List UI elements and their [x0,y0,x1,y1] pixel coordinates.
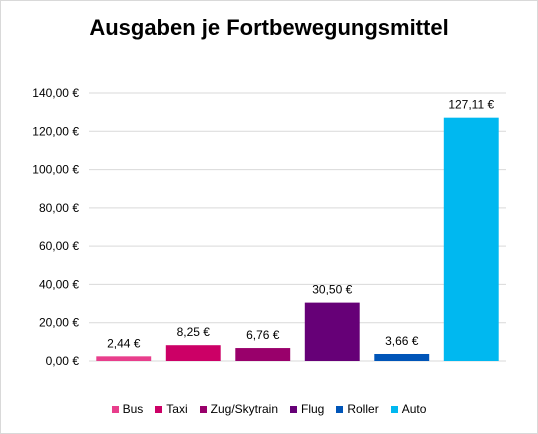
bar-roller [374,353,430,361]
chart-title: Ausgaben je Fortbewegungsmittel [89,15,449,40]
legend-item: Auto [390,402,427,416]
gridlines [89,92,506,362]
legend-item: Roller [336,402,379,416]
y-tick-label: 0,00 € [46,354,80,368]
legend-label: Auto [401,402,427,416]
legend-label: Roller [347,402,379,416]
legend: Bus Taxi Zug/Skytrain Flug Roller Auto [1,402,537,416]
legend-swatch [290,405,297,413]
y-tick-label: 120,00 € [32,124,79,138]
legend-item: Flug [290,402,324,416]
legend-item: Taxi [155,402,188,416]
legend-label: Taxi [166,402,188,416]
data-label: 30,50 € [312,283,352,297]
legend-label: Zug/Skytrain [210,402,278,416]
data-label: 2,44 € [107,336,141,350]
legend-label: Flug [301,402,325,416]
bar-bus [96,356,152,361]
y-tick-label: 140,00 € [32,86,79,100]
legend-item: Bus [111,402,144,416]
y-tick-label: 20,00 € [39,316,79,330]
legend-item: Zug/Skytrain [199,402,278,416]
y-tick-label: 80,00 € [39,201,79,215]
bars [96,117,499,361]
legend-swatch [199,405,207,413]
data-labels: 2,44 € 8,25 € 6,76 € 30,50 € 3,66 € 127,11 € [107,98,494,351]
data-label: 127,11 € [448,98,494,112]
bar-zug-skytrain [235,348,291,361]
y-tick-label: 40,00 € [39,277,79,291]
legend-swatch [155,405,163,413]
y-tick-label: 60,00 € [39,239,79,253]
legend-swatch [111,405,119,413]
data-label: 3,66 € [385,334,419,348]
data-label: 8,25 € [177,325,211,339]
legend-label: Bus [122,402,144,416]
data-label: 6,76 € [246,328,280,342]
bar-flug [304,302,360,361]
y-axis-ticks: 0,00 € 20,00 € 40,00 € 60,00 € 80,00 € 100,00… [32,86,79,368]
legend-swatch [336,405,344,413]
legend-swatch [390,405,398,413]
y-tick-label: 100,00 € [32,163,79,177]
bar-taxi [165,345,221,361]
bar-auto [443,117,499,361]
